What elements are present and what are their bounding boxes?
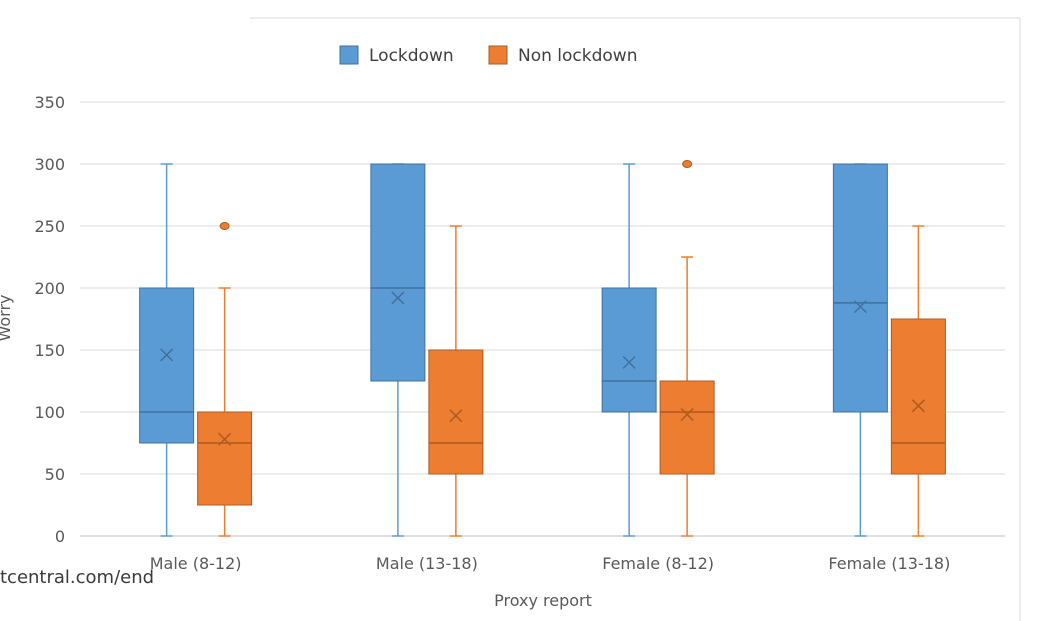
mean-marker	[160, 348, 174, 362]
box-iqr	[601, 287, 657, 413]
y-tick-label: 300	[34, 155, 65, 174]
mean-marker	[218, 432, 232, 446]
box-iqr	[659, 380, 715, 475]
outlier-point	[682, 160, 693, 168]
box-iqr	[197, 411, 253, 506]
mean-marker	[622, 355, 636, 369]
legend: Lockdown Non lockdown	[339, 45, 637, 66]
legend-swatch	[339, 45, 359, 65]
y-tick-label: 50	[45, 465, 65, 484]
y-tick-label: 350	[34, 93, 65, 112]
y-tick-label: 150	[34, 341, 65, 360]
mean-marker	[449, 409, 463, 423]
legend-label: Lockdown	[369, 46, 454, 66]
box-iqr	[370, 163, 426, 382]
x-axis-title: Proxy report	[494, 591, 592, 610]
x-category-label: Male (8-12)	[150, 554, 242, 573]
box-0-1	[370, 163, 426, 537]
x-category-label: Female (8-12)	[602, 554, 714, 573]
mean-marker	[680, 407, 694, 422]
y-tick-label: 200	[34, 279, 65, 298]
x-category-label: Male (13-18)	[376, 554, 478, 573]
box-1-2	[659, 160, 715, 537]
y-tick-label: 250	[34, 217, 65, 236]
box-iqr	[832, 163, 888, 413]
legend-label: Non lockdown	[518, 46, 637, 66]
watermark-text: tcentral.com/end	[0, 567, 154, 588]
box-iqr	[139, 287, 195, 444]
y-tick-labels: 0 50 100 150 200 250 300 350	[34, 93, 65, 546]
x-category-label: Female (13-18)	[828, 554, 950, 573]
outlier-point	[219, 222, 230, 230]
box-iqr	[890, 318, 946, 475]
legend-swatch	[488, 45, 508, 65]
box-series	[139, 160, 946, 537]
x-category-labels: Male (8-12) Male (13-18) Female (8-12) Fema…	[150, 554, 951, 573]
box-1-1	[428, 225, 484, 537]
box-iqr	[428, 349, 484, 475]
y-axis-title: Worry	[0, 294, 14, 341]
box-0-0	[139, 163, 195, 537]
box-0-3	[832, 163, 888, 537]
mean-marker	[391, 291, 405, 305]
mean-marker	[853, 300, 867, 314]
y-tick-label: 0	[55, 527, 65, 546]
box-1-0	[197, 222, 253, 537]
mean-marker	[911, 399, 925, 413]
box-1-3	[890, 225, 946, 537]
y-tick-label: 100	[34, 403, 65, 422]
box-0-2	[601, 163, 657, 537]
